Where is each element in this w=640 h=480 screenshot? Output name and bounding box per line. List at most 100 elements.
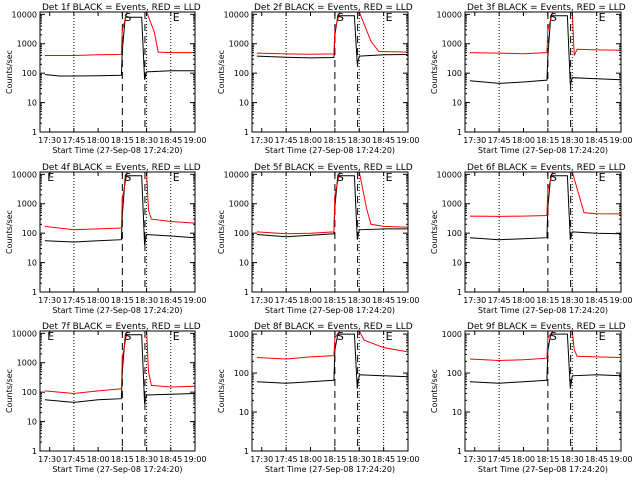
detector-panel: Det 2f BLACK = Events, RED = LLD 17:30 17:… <box>217 3 420 155</box>
x-tick-label: 18:45 <box>372 136 395 145</box>
start-marker: S <box>124 11 131 24</box>
y-tick-label: 1 <box>244 128 249 137</box>
y-tick-label: 100 <box>234 229 249 238</box>
x-tick-label: 18:15 <box>111 455 134 464</box>
y-tick-label: 100 <box>22 388 37 397</box>
x-tick-label: 17:45 <box>275 455 298 464</box>
x-tick-label: 17:45 <box>488 296 511 305</box>
end-marker: E <box>47 171 54 184</box>
y-tick-label: 10 <box>27 418 37 427</box>
y-tick-label: 1 <box>244 288 249 297</box>
y-tick-label: 10 <box>239 99 249 108</box>
x-tick-label: 18:00 <box>299 455 322 464</box>
x-tick-label: 18:15 <box>323 455 346 464</box>
y-tick-label: 1000 <box>229 200 249 209</box>
events-series-line <box>256 15 409 65</box>
y-axis-label: Counts/sec <box>5 210 14 254</box>
x-tick-label: 18:30 <box>348 296 371 305</box>
y-tick-label: 100 <box>447 229 462 238</box>
x-tick-label: 19:00 <box>183 455 206 464</box>
start-marker: S <box>550 330 557 343</box>
x-tick-label: 17:45 <box>488 136 511 145</box>
events-series-line <box>44 16 195 80</box>
panel-title: Det 5f BLACK = Events, RED = LLD <box>254 163 413 173</box>
start-marker: S <box>550 11 557 24</box>
plot-frame <box>464 330 622 452</box>
x-tick-label: 18:15 <box>323 296 346 305</box>
y-tick-label: 1 <box>457 447 462 456</box>
x-tick-label: 19:00 <box>609 455 632 464</box>
y-tick-label: 100 <box>234 369 249 378</box>
x-axis-label: Start Time (27-Sep-08 17:24:20) <box>478 465 608 474</box>
x-tick-label: 17:30 <box>250 455 273 464</box>
x-tick-label: 17:30 <box>463 296 486 305</box>
x-tick-label: 17:30 <box>250 296 273 305</box>
x-tick-label: 17:45 <box>275 296 298 305</box>
y-axis-label: Counts/sec <box>5 369 14 413</box>
y-tick-label: 10 <box>452 99 462 108</box>
start-marker: S <box>124 171 131 184</box>
x-tick-label: 19:00 <box>396 455 419 464</box>
start-marker: S <box>337 171 344 184</box>
y-tick-label: 10 <box>452 408 462 417</box>
x-tick-label: 18:00 <box>512 136 535 145</box>
x-tick-label: 18:30 <box>135 455 158 464</box>
x-tick-label: 19:00 <box>183 136 206 145</box>
y-axis-label: Counts/sec <box>217 50 226 94</box>
x-axis-label: Start Time (27-Sep-08 17:24:20) <box>478 146 608 155</box>
x-tick-label: 18:00 <box>512 296 535 305</box>
x-tick-label: 18:30 <box>561 455 584 464</box>
x-tick-label: 18:15 <box>536 136 559 145</box>
y-tick-label: 100 <box>447 69 462 78</box>
x-tick-label: 18:45 <box>585 455 608 464</box>
x-tick-label: 18:15 <box>111 136 134 145</box>
y-tick-label: 10000 <box>12 170 37 179</box>
end-marker: E <box>386 171 393 184</box>
plot-frame <box>39 330 196 452</box>
panel-title: Det 9f BLACK = Events, RED = LLD <box>467 322 626 332</box>
y-axis-label: Counts/sec <box>5 50 14 94</box>
x-tick-label: 17:45 <box>62 296 85 305</box>
plot-frame <box>39 11 196 133</box>
y-tick-label: 1000 <box>229 40 249 49</box>
x-tick-label: 18:00 <box>87 455 110 464</box>
events-series-line <box>256 175 408 240</box>
x-tick-label: 18:45 <box>159 136 182 145</box>
detector-panel: Det 5f BLACK = Events, RED = LLD 17:30 17:… <box>217 163 420 315</box>
panel-title: Det 8f BLACK = Events, RED = LLD <box>254 322 413 332</box>
panel-title: Det 6f BLACK = Events, RED = LLD <box>467 163 626 173</box>
x-tick-label: 17:30 <box>38 296 61 305</box>
panel-title: Det 1f BLACK = Events, RED = LLD <box>42 3 201 13</box>
x-tick-label: 17:45 <box>275 136 298 145</box>
x-tick-label: 17:30 <box>463 455 486 464</box>
x-tick-label: 18:30 <box>135 136 158 145</box>
y-tick-label: 1 <box>244 447 249 456</box>
events-series-line <box>469 175 622 241</box>
detector-panel: Det 4f BLACK = Events, RED = LLD 17:30 17:… <box>5 163 207 315</box>
x-tick-label: 18:45 <box>159 296 182 305</box>
y-tick-label: 1000 <box>17 40 37 49</box>
start-marker: S <box>337 330 344 343</box>
y-tick-label: 1000 <box>442 40 462 49</box>
x-axis-label: Start Time (27-Sep-08 17:24:20) <box>478 306 608 315</box>
x-tick-label: 18:15 <box>323 136 346 145</box>
x-tick-label: 18:30 <box>348 136 371 145</box>
y-tick-label: 10000 <box>12 10 37 19</box>
lld-series-line <box>256 11 409 55</box>
y-tick-label: 10000 <box>224 170 249 179</box>
x-tick-label: 17:30 <box>38 136 61 145</box>
x-tick-label: 18:00 <box>299 136 322 145</box>
x-tick-label: 19:00 <box>396 296 419 305</box>
y-axis-label: Counts/sec <box>430 369 439 413</box>
x-tick-label: 18:00 <box>87 296 110 305</box>
y-tick-label: 10000 <box>437 10 462 19</box>
end-marker: E <box>599 171 606 184</box>
y-tick-label: 1 <box>32 447 37 456</box>
y-tick-label: 100 <box>22 69 37 78</box>
y-tick-label: 1 <box>32 288 37 297</box>
x-tick-label: 19:00 <box>396 136 419 145</box>
y-tick-label: 10 <box>239 259 249 268</box>
end-marker: E <box>599 11 606 24</box>
end-marker: E <box>173 11 180 24</box>
start-marker: S <box>124 330 131 343</box>
